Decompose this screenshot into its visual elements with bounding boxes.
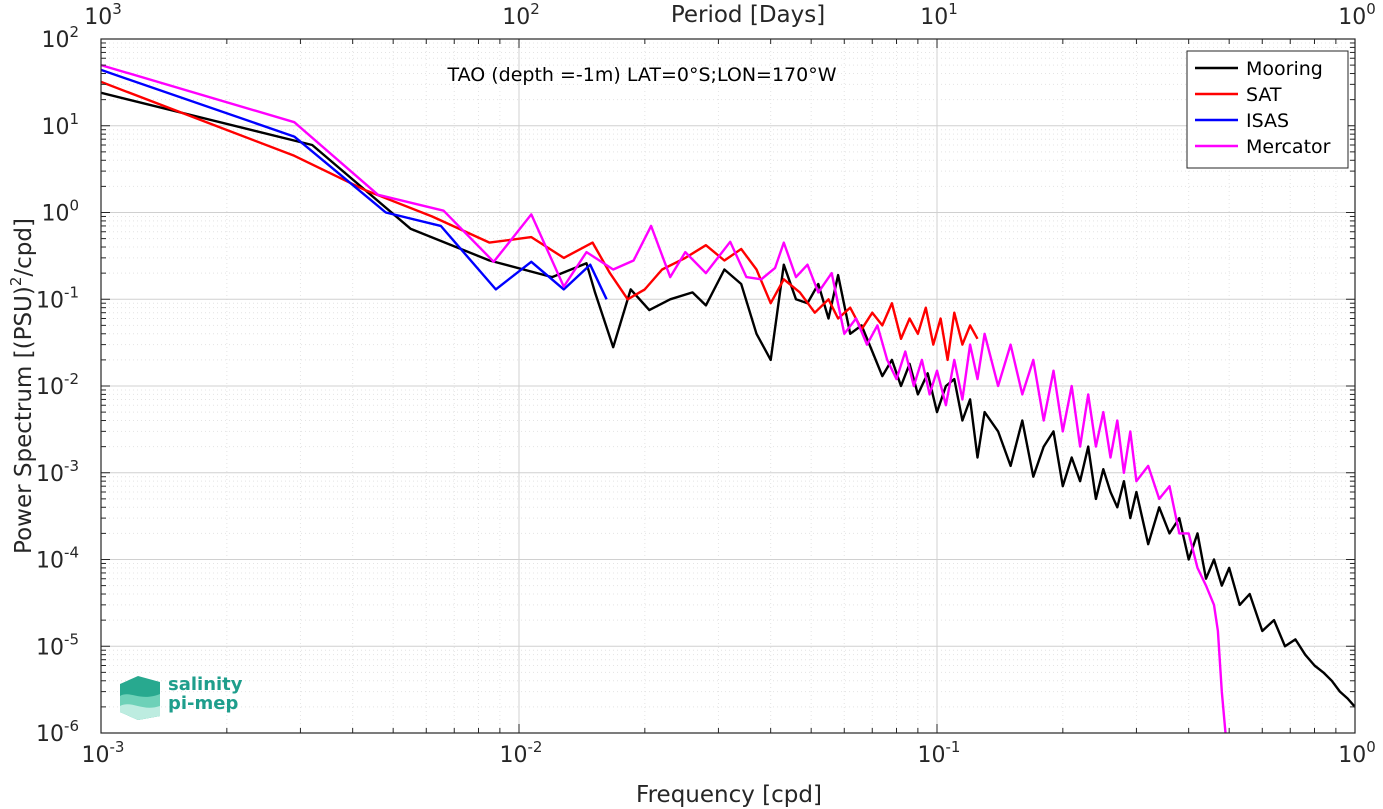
- x-tick-label: 10-3: [82, 738, 125, 768]
- top-tick-label: 102: [502, 0, 540, 30]
- top-tick-label: 100: [1338, 0, 1376, 30]
- legend-label-mooring: Mooring: [1246, 58, 1323, 80]
- logo-line-1: salinity: [168, 674, 243, 695]
- y-axis-label-main: Power Spectrum [(PSU): [11, 286, 37, 554]
- y-tick-label: 102: [41, 23, 79, 53]
- top-tick-label: 103: [84, 0, 122, 30]
- logo-mark-icon: [120, 676, 160, 720]
- y-tick-label: 10-5: [36, 630, 79, 660]
- series-line-isas: [101, 68, 608, 300]
- series-line-mooring: [101, 91, 1355, 708]
- top-tick-label: 101: [920, 0, 958, 30]
- legend: Mooring SAT ISAS Mercator: [1186, 50, 1349, 169]
- x-tick-label: 100: [1338, 738, 1376, 768]
- salinity-pi-mep-logo: salinity pi-mep: [116, 672, 256, 722]
- chart-title: TAO (depth =-1m) LAT=0°S;LON=170°W: [446, 64, 836, 86]
- y-tick-label: 10-4: [36, 544, 79, 574]
- top-axis-label: Period [Days]: [671, 2, 825, 28]
- logo-line-2: pi-mep: [168, 693, 239, 714]
- series-layer: [101, 63, 1355, 733]
- y-tick-label: 101: [41, 110, 79, 140]
- series-line-mercator: [101, 63, 1227, 733]
- legend-label-mercator: Mercator: [1246, 136, 1331, 158]
- y-axis-label: Power Spectrum [(PSU)2/cpd]: [7, 218, 37, 554]
- x-tick-label: 10-1: [918, 738, 961, 768]
- y-axis-label-unit: /cpd]: [11, 218, 37, 277]
- y-axis-label-exp: 2: [7, 277, 25, 287]
- grid: [101, 39, 1355, 733]
- y-tick-label: 10-1: [36, 283, 79, 313]
- y-tick-label: 10-3: [36, 457, 79, 487]
- y-tick-label: 10-2: [36, 370, 79, 400]
- legend-label-sat: SAT: [1246, 84, 1282, 106]
- legend-box: [1186, 50, 1349, 169]
- y-tick-label: 100: [41, 197, 79, 227]
- x-axis-label: Frequency [cpd]: [636, 782, 822, 808]
- legend-label-isas: ISAS: [1246, 110, 1289, 132]
- series-line-sat: [101, 80, 979, 362]
- x-tick-label: 10-2: [500, 738, 543, 768]
- ticks: [101, 39, 1355, 733]
- y-tick-label: 10-6: [36, 717, 79, 747]
